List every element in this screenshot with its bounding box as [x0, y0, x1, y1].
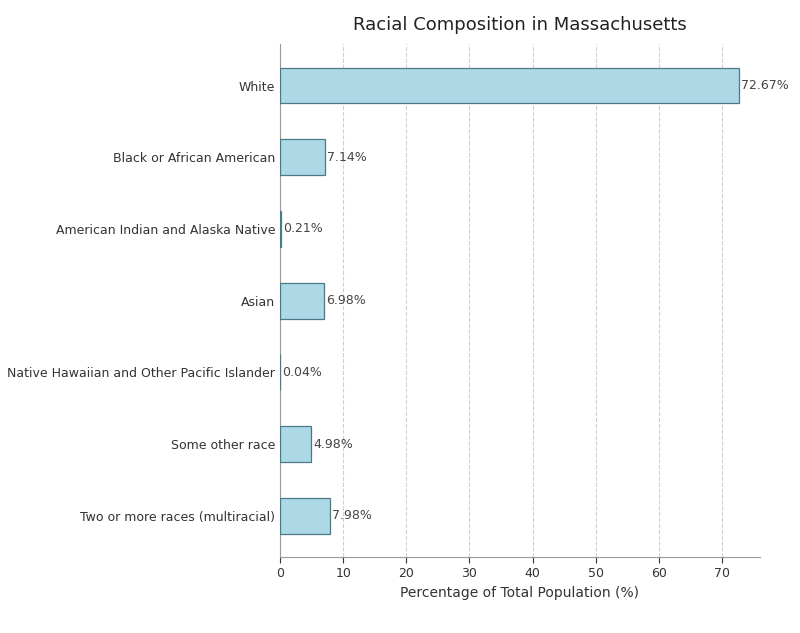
Text: 4.98%: 4.98%	[314, 437, 353, 451]
Y-axis label: Race: Race	[0, 284, 2, 318]
Bar	[280, 211, 282, 247]
Text: 6.98%: 6.98%	[326, 294, 366, 307]
Bar	[280, 426, 311, 462]
Bar	[280, 498, 330, 534]
Text: 0.21%: 0.21%	[283, 222, 323, 235]
Text: 7.98%: 7.98%	[332, 510, 372, 522]
Bar	[280, 68, 739, 103]
Text: 7.14%: 7.14%	[327, 151, 366, 164]
Bar	[280, 283, 324, 318]
Text: 72.67%: 72.67%	[741, 79, 789, 92]
X-axis label: Percentage of Total Population (%): Percentage of Total Population (%)	[401, 586, 639, 600]
Text: 0.04%: 0.04%	[282, 366, 322, 379]
Bar	[280, 139, 325, 175]
Title: Racial Composition in Massachusetts: Racial Composition in Massachusetts	[353, 16, 687, 34]
